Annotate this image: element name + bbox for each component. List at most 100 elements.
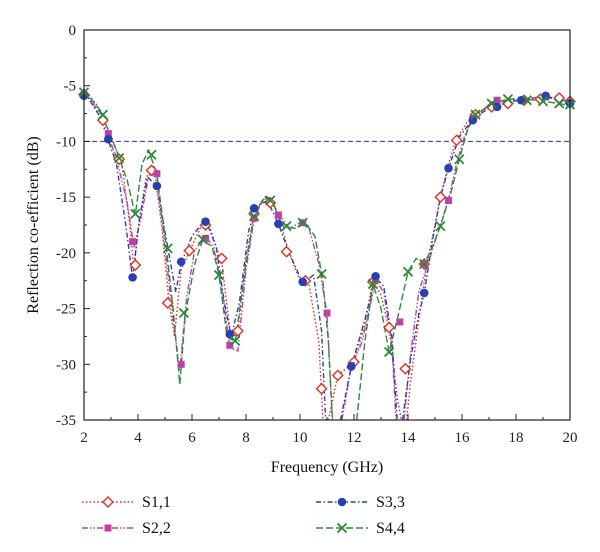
- y-tick-label: -15: [56, 190, 76, 206]
- x-tick-label: 12: [347, 430, 362, 446]
- data-point-s4: [454, 154, 465, 165]
- marker-layer: [78, 87, 576, 395]
- y-tick-label: -10: [56, 134, 76, 150]
- x-tick-label: 10: [293, 430, 308, 446]
- data-point-s3: [176, 257, 186, 267]
- data-point-s4: [297, 217, 308, 228]
- data-point-s1: [231, 324, 244, 337]
- data-point-s4: [486, 98, 497, 109]
- data-point-s4: [113, 153, 125, 164]
- legend-marker: [337, 497, 347, 507]
- data-point-s4: [197, 234, 208, 245]
- data-point-s3: [419, 288, 429, 298]
- data-point-s3: [104, 134, 113, 144]
- data-point-s4: [97, 109, 109, 120]
- series-line-s2: [84, 90, 334, 420]
- y-tick-label: -20: [56, 246, 76, 262]
- data-point-s3: [371, 271, 380, 281]
- legend-label: S4,4: [376, 520, 405, 537]
- x-tick-label: 4: [134, 430, 142, 446]
- data-point-s2: [274, 211, 282, 219]
- data-point-s4: [419, 258, 430, 270]
- legend: S1,1 S2,2 S3,3 S4,4: [82, 494, 405, 537]
- data-point-s4: [178, 307, 190, 319]
- x-tick-label: 6: [188, 430, 196, 446]
- data-point-s3: [249, 203, 259, 213]
- y-axis-title: Reflection co-efficient (dB): [25, 136, 42, 313]
- data-point-s4: [281, 220, 292, 232]
- data-point-s3: [444, 163, 453, 173]
- data-point-s4: [435, 220, 446, 232]
- x-tick-label: 16: [455, 430, 471, 446]
- data-point-s1: [434, 191, 447, 204]
- y-tick-label: -5: [64, 79, 77, 95]
- series-line-s4: [356, 98, 570, 420]
- data-point-s4: [316, 268, 327, 280]
- legend-marker: [102, 496, 114, 508]
- y-tick-label: -30: [56, 357, 76, 373]
- data-point-s1: [450, 134, 463, 147]
- data-point-s2: [104, 130, 112, 138]
- data-point-s3: [152, 181, 162, 191]
- data-point-s1: [161, 297, 174, 309]
- legend-entry-s4: S4,4: [316, 520, 405, 537]
- legend-marker: [336, 522, 348, 534]
- data-point-s2: [445, 196, 452, 204]
- data-point-s1: [383, 321, 396, 334]
- data-point-s3: [298, 277, 308, 287]
- series-line-s3: [84, 90, 327, 420]
- axes-layer: 2 4 6 8 10 12 14 16 18 20 0 -5 -10 -15 -20 -25 -30 -35: [56, 23, 578, 446]
- series-layer: [84, 88, 570, 420]
- plot-frame: [83, 29, 571, 421]
- legend-marker: [104, 524, 112, 532]
- data-point-s3: [274, 219, 283, 229]
- data-point-s4: [554, 98, 565, 109]
- y-tick-label: 0: [69, 23, 77, 39]
- data-point-s3: [541, 91, 550, 101]
- legend-entry-s2: S2,2: [82, 520, 171, 537]
- x-tick-label: 20: [563, 430, 578, 446]
- y-tick-label: -35: [56, 413, 76, 429]
- series-line-s2: [403, 96, 570, 420]
- data-point-s2: [202, 234, 209, 242]
- data-point-s4: [402, 266, 414, 277]
- data-point-s3: [225, 329, 235, 339]
- data-point-s4: [537, 96, 549, 107]
- series-line-s3: [401, 94, 570, 420]
- x-tick-label: 2: [80, 430, 88, 446]
- data-point-s4: [230, 335, 241, 347]
- data-point-s1: [331, 369, 344, 382]
- data-point-s3: [128, 273, 137, 282]
- data-point-s1: [215, 252, 228, 265]
- data-point-s4: [367, 278, 379, 290]
- data-point-s2: [226, 341, 234, 349]
- data-point-s4: [502, 93, 514, 105]
- data-point-s4: [248, 210, 260, 222]
- data-point-s4: [470, 109, 481, 120]
- data-point-s2: [396, 318, 404, 326]
- data-point-s1: [129, 259, 142, 272]
- data-point-s1: [315, 382, 328, 395]
- x-tick-label: 14: [401, 430, 417, 446]
- data-point-s4: [146, 149, 157, 160]
- legend-entry-s3: S3,3: [316, 494, 405, 511]
- data-point-s1: [183, 244, 196, 257]
- data-point-s3: [347, 362, 356, 371]
- data-point-s3: [492, 102, 502, 112]
- x-tick-label: 8: [242, 430, 250, 446]
- data-point-s2: [493, 96, 501, 104]
- data-point-s2: [177, 360, 185, 368]
- legend-label: S2,2: [142, 520, 171, 537]
- data-point-s4: [521, 95, 532, 106]
- data-point-s3: [468, 115, 478, 125]
- data-point-s2: [250, 214, 258, 222]
- data-point-s3: [201, 217, 210, 226]
- x-tick-label: 18: [509, 430, 524, 446]
- data-point-s4: [383, 346, 395, 358]
- legend-label: S3,3: [376, 494, 405, 511]
- x-axis-title: Frequency (GHz): [271, 459, 383, 476]
- data-point-s4: [213, 270, 225, 281]
- data-point-s4: [130, 208, 141, 219]
- series-line-s1: [405, 96, 570, 420]
- data-point-s4: [265, 195, 276, 206]
